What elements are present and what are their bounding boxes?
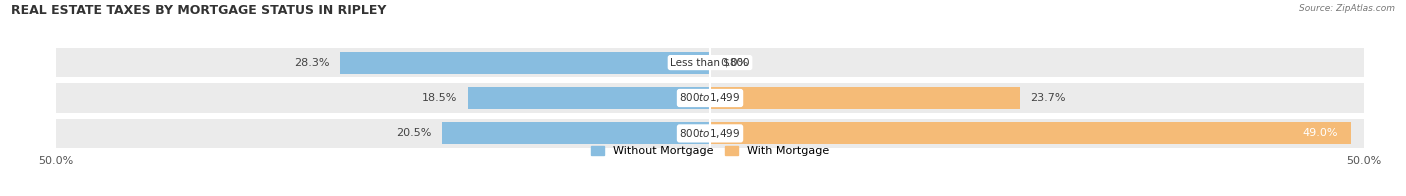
Bar (710, 122, 1351, 144)
Bar (441, 122, 710, 144)
Bar (56, 48, 1364, 77)
Text: 18.5%: 18.5% (422, 93, 458, 103)
Text: Source: ZipAtlas.com: Source: ZipAtlas.com (1299, 4, 1395, 13)
Text: 0.0%: 0.0% (720, 58, 749, 68)
Text: Less than $800: Less than $800 (671, 58, 749, 68)
Text: 49.0%: 49.0% (1302, 128, 1337, 138)
Text: 28.3%: 28.3% (294, 58, 329, 68)
Bar (468, 87, 710, 109)
Text: 23.7%: 23.7% (1031, 93, 1066, 103)
Text: REAL ESTATE TAXES BY MORTGAGE STATUS IN RIPLEY: REAL ESTATE TAXES BY MORTGAGE STATUS IN … (11, 4, 387, 17)
Legend: Without Mortgage, With Mortgage: Without Mortgage, With Mortgage (591, 146, 830, 156)
Text: 20.5%: 20.5% (396, 128, 432, 138)
Text: $800 to $1,499: $800 to $1,499 (679, 92, 741, 104)
Text: $800 to $1,499: $800 to $1,499 (679, 127, 741, 140)
Bar (56, 83, 1364, 113)
Bar (710, 87, 1019, 109)
Bar (340, 52, 710, 74)
Bar (56, 119, 1364, 148)
